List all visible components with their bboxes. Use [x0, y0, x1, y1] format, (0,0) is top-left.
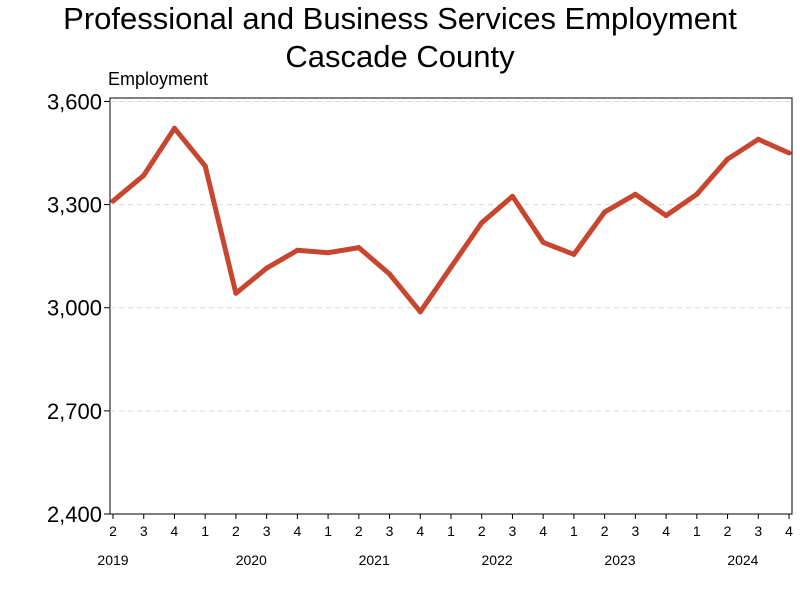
y-tick-label: 2,400	[47, 502, 102, 527]
data-point	[325, 250, 331, 256]
x-tick-label: 1	[570, 523, 578, 539]
x-tick-label: 4	[539, 523, 547, 539]
y-axis-label: Employment	[108, 69, 208, 89]
data-point	[786, 150, 792, 156]
x-tick-label: 1	[201, 523, 209, 539]
x-tick-label: 3	[263, 523, 271, 539]
data-point	[571, 251, 577, 257]
gridlines	[110, 100, 792, 412]
x-tick-label: 3	[509, 523, 517, 539]
chart-subtitle: Cascade County	[285, 39, 515, 74]
data-point	[356, 245, 362, 251]
data-point	[755, 136, 761, 142]
x-tick-label: 2	[109, 523, 117, 539]
y-axis: 2,400 2,700 3,000 3,300 3,600	[47, 89, 110, 527]
x-tick-label: 4	[416, 523, 424, 539]
data-point	[294, 247, 300, 253]
y-tick-label: 3,000	[47, 296, 102, 321]
x-tick-label: 2	[232, 523, 240, 539]
x-year-label: 2024	[727, 552, 758, 568]
data-point	[417, 309, 423, 315]
data-point	[602, 209, 608, 215]
x-year-label: 2023	[604, 552, 635, 568]
data-point	[141, 172, 147, 178]
x-tick-label: 1	[324, 523, 332, 539]
x-tick-label: 2	[478, 523, 486, 539]
x-tick-label: 2	[601, 523, 609, 539]
series-layer	[110, 125, 792, 315]
x-tick-label: 4	[293, 523, 301, 539]
data-point	[663, 213, 669, 219]
x-tick-label: 3	[140, 523, 148, 539]
x-tick-label: 4	[171, 523, 179, 539]
series-line	[111, 125, 791, 315]
plot-frame	[109, 97, 793, 515]
chart-title: Professional and Business Services Emplo…	[63, 1, 737, 36]
data-point	[387, 271, 393, 277]
y-tick-label: 2,700	[47, 399, 102, 424]
data-point	[479, 220, 485, 226]
data-point	[264, 265, 270, 271]
x-tick-label: 4	[662, 523, 670, 539]
data-point	[233, 290, 239, 296]
data-point	[694, 191, 700, 197]
x-tick-label: 4	[785, 523, 793, 539]
data-point	[540, 239, 546, 245]
x-tick-label: 1	[693, 523, 701, 539]
x-tick-label: 2	[724, 523, 732, 539]
data-point	[110, 198, 116, 204]
x-year-label: 2022	[482, 552, 513, 568]
x-tick-label: 3	[631, 523, 639, 539]
x-tick-label: 3	[386, 523, 394, 539]
x-year-label: 2020	[236, 552, 267, 568]
data-point	[725, 156, 731, 162]
y-tick-label: 3,300	[47, 193, 102, 218]
x-year-label: 2019	[97, 552, 128, 568]
x-tick-label: 1	[447, 523, 455, 539]
data-point	[171, 125, 177, 131]
data-point	[448, 264, 454, 270]
x-tick-label: 3	[754, 523, 762, 539]
data-point	[632, 191, 638, 197]
data-point	[509, 193, 515, 199]
x-year-label: 2021	[359, 552, 390, 568]
x-axis: 2 3 4 1 2 3 4 1 2 3 4 1 2 3 4 1 2 3 4 1 2 3 4 2019 2020 2021 2022 2…	[97, 514, 793, 568]
x-tick-label: 2	[355, 523, 363, 539]
data-point	[202, 163, 208, 169]
y-tick-label: 3,600	[47, 89, 102, 114]
